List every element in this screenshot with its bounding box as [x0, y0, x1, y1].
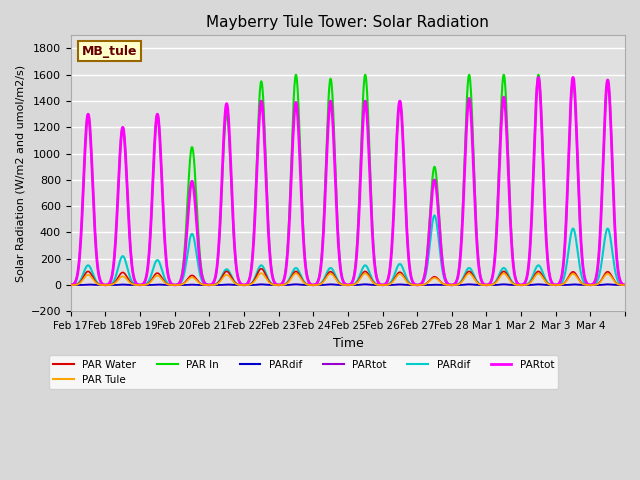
Legend: PAR Water, PAR Tule, PAR In, PARdif, PARtot, PARdif, PARtot: PAR Water, PAR Tule, PAR In, PARdif, PAR… [49, 355, 559, 389]
Text: MB_tule: MB_tule [82, 45, 138, 58]
Title: Mayberry Tule Tower: Solar Radiation: Mayberry Tule Tower: Solar Radiation [207, 15, 490, 30]
X-axis label: Time: Time [333, 336, 364, 349]
Y-axis label: Solar Radiation (W/m2 and umol/m2/s): Solar Radiation (W/m2 and umol/m2/s) [15, 65, 25, 282]
